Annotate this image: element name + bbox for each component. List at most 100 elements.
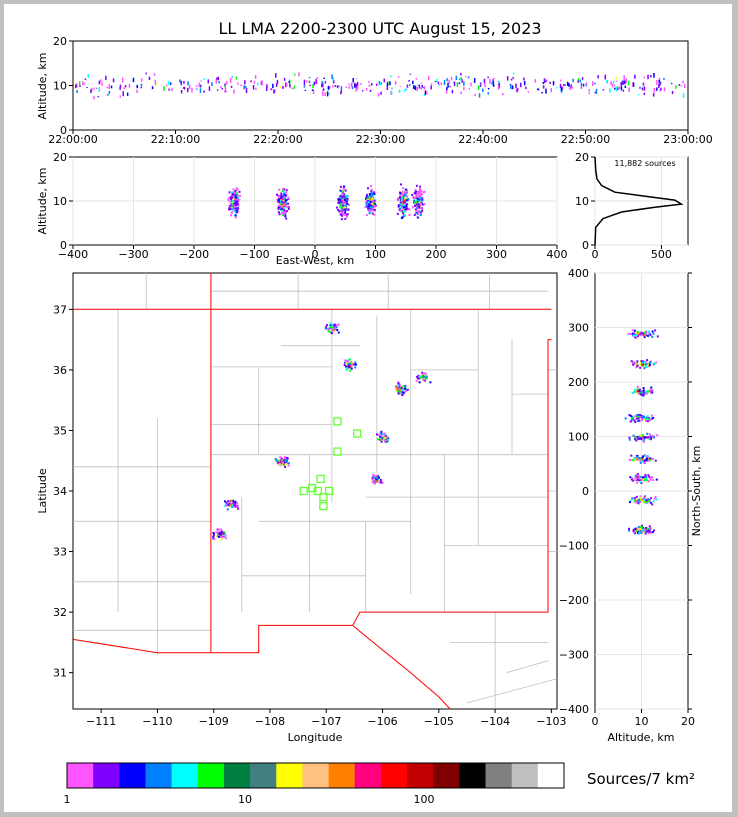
north-south-ytick-label: 200 <box>568 376 589 389</box>
plan-view-source-mark <box>284 466 287 468</box>
time-height-source-mark <box>628 87 630 93</box>
figure-frame: LL LMA 2200-2300 UTC August 15, 2023 22:… <box>4 4 732 812</box>
north-south-source-mark <box>638 392 641 394</box>
time-height-source-mark <box>347 83 350 85</box>
east-west-source-mark <box>371 206 374 209</box>
east-west-source-mark <box>369 204 372 207</box>
east-west-source-mark <box>238 198 241 201</box>
plan-view-source-mark <box>274 458 277 461</box>
east-west-source-mark <box>400 196 403 199</box>
east-west-source-mark <box>232 197 235 200</box>
east-west-source-mark <box>371 197 374 200</box>
plan-view-source-mark <box>337 323 340 326</box>
north-south-source-mark <box>636 437 639 440</box>
east-west-source-mark <box>414 201 417 204</box>
east-west-source-mark <box>371 199 374 202</box>
east-west-source-mark <box>396 212 399 215</box>
time-height-source-mark <box>269 88 272 90</box>
north-south-source-mark <box>643 336 646 339</box>
north-south-source-mark <box>644 529 647 532</box>
time-height-source-mark <box>352 78 354 83</box>
time-height-source-mark <box>506 76 509 81</box>
plan-view-source-mark <box>283 461 286 464</box>
plan-view-source-mark <box>347 362 350 365</box>
histogram-ytick-label: 20 <box>575 151 589 164</box>
north-south-source-mark <box>644 474 647 476</box>
plan-view-source-mark <box>283 457 286 460</box>
north-south-source-mark <box>637 417 640 420</box>
time-height-source-mark <box>512 72 515 75</box>
time-height-source-mark <box>568 83 570 87</box>
time-height-source-mark <box>355 87 357 92</box>
time-height-source-mark <box>123 87 125 90</box>
time-height-source-mark <box>452 82 454 84</box>
east-west-source-mark <box>419 187 422 189</box>
east-west-source-mark <box>340 200 343 203</box>
time-height-source-mark <box>386 85 389 90</box>
plan-view-axes: −111 −110 −109 −108 −107 −106 −105 −104 −103 31 32… <box>53 303 566 728</box>
time-height-source-mark <box>349 84 352 86</box>
north-south-source-mark <box>643 461 646 464</box>
plan-view-source-mark <box>234 505 237 508</box>
plan-view-source-mark <box>219 535 222 538</box>
time-height-source-mark <box>312 89 315 94</box>
east-west-source-mark <box>341 196 344 199</box>
time-height-source-mark <box>434 81 437 83</box>
east-west-source-mark <box>277 206 280 209</box>
time-height-source-mark <box>86 87 88 89</box>
plan-view-source-mark <box>380 432 383 435</box>
east-west-source-mark <box>406 207 409 210</box>
east-west-source-mark <box>404 188 407 191</box>
north-south-source-mark <box>628 438 631 441</box>
east-west-source-mark <box>416 202 419 205</box>
north-south-source-mark <box>634 457 636 460</box>
time-height-source-mark <box>224 83 226 87</box>
plan-view-source-mark <box>375 478 378 481</box>
north-south-source-mark <box>636 413 639 416</box>
plan-view-source-mark <box>424 372 427 375</box>
plan-view-source-mark <box>401 389 404 392</box>
plan-view-source-mark <box>350 363 353 366</box>
plan-view-source-mark <box>219 528 222 531</box>
time-height-source-mark <box>283 77 286 81</box>
time-height-source-mark <box>266 87 268 91</box>
north-south-source-mark <box>642 434 645 437</box>
time-height-source-mark <box>623 75 625 81</box>
time-height-source-mark <box>90 89 92 93</box>
north-south-source-mark <box>647 498 650 501</box>
north-south-xtick-label: 20 <box>681 715 695 728</box>
east-west-source-mark <box>414 188 417 191</box>
plan-view-source-mark <box>396 390 399 393</box>
north-south-source-mark <box>650 437 653 440</box>
plan-view-source-mark <box>349 369 352 372</box>
plan-view-source-mark <box>327 330 330 333</box>
east-west-source-mark <box>283 191 286 194</box>
time-height-source-mark <box>394 81 397 85</box>
plan-view-source-mark <box>406 388 409 391</box>
time-height-source-mark <box>270 88 273 91</box>
plan-view-source-mark <box>287 462 290 465</box>
north-south-source-mark <box>640 458 643 461</box>
colorbar-tick-label: 1 <box>64 793 71 806</box>
north-south-source-mark <box>654 496 657 498</box>
north-south-source-mark <box>639 416 642 419</box>
north-south-source-mark <box>649 418 652 421</box>
east-west-source-mark <box>238 190 241 193</box>
time-height-source-mark <box>355 83 358 89</box>
time-height-ytick-label: 0 <box>60 124 67 137</box>
plan-view-source-mark <box>331 324 334 327</box>
plan-view-source-mark <box>380 440 383 443</box>
north-south-source-mark <box>637 502 640 505</box>
north-south-source-mark <box>645 476 648 479</box>
time-height-source-mark <box>624 85 627 88</box>
time-height-source-mark <box>412 85 415 89</box>
time-height-source-mark <box>225 91 227 93</box>
east-west-source-mark <box>372 200 375 203</box>
east-west-source-mark <box>417 201 420 204</box>
time-height-source-mark <box>323 77 325 79</box>
east-west-source-mark <box>342 212 345 215</box>
time-height-source-mark <box>680 85 683 87</box>
east-west-source-mark <box>411 206 414 209</box>
time-height-source-mark <box>153 73 156 76</box>
east-west-source-mark <box>373 213 376 216</box>
